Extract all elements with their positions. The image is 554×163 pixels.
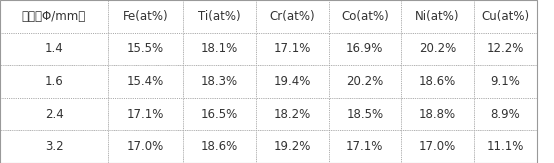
Text: 18.6%: 18.6% [201,140,238,153]
Bar [0,33,108,65]
Bar [108,65,183,98]
Text: 直径（Φ/mm）: 直径（Φ/mm） [22,10,86,23]
Text: 1.4: 1.4 [45,42,63,55]
Bar [183,65,256,98]
Text: Cu(at%): Cu(at%) [481,10,530,23]
Text: 11.1%: 11.1% [487,140,524,153]
Bar [401,98,474,130]
Text: 16.9%: 16.9% [346,42,383,55]
Bar [329,33,401,65]
Text: 20.2%: 20.2% [419,42,456,55]
Text: 18.8%: 18.8% [419,108,456,121]
Text: 18.3%: 18.3% [201,75,238,88]
Bar [329,98,401,130]
Text: 3.2: 3.2 [45,140,63,153]
Text: 18.5%: 18.5% [346,108,383,121]
Text: 15.4%: 15.4% [127,75,165,88]
Bar [108,130,183,163]
Text: Ti(at%): Ti(at%) [198,10,241,23]
Bar [183,33,256,65]
Bar [474,130,537,163]
Text: 16.5%: 16.5% [201,108,238,121]
Bar [0,130,108,163]
Bar [183,98,256,130]
Bar [256,0,329,33]
Bar [256,98,329,130]
Bar [329,65,401,98]
Text: 15.5%: 15.5% [127,42,165,55]
Bar [329,130,401,163]
Bar [108,0,183,33]
Text: 12.2%: 12.2% [487,42,524,55]
Bar [256,65,329,98]
Bar [0,0,108,33]
Text: Co(at%): Co(at%) [341,10,389,23]
Bar [108,33,183,65]
Bar [0,65,108,98]
Bar [401,130,474,163]
Text: 19.4%: 19.4% [274,75,311,88]
Bar [256,33,329,65]
Text: 2.4: 2.4 [45,108,63,121]
Bar [474,65,537,98]
Bar [256,130,329,163]
Bar [183,0,256,33]
Bar [329,0,401,33]
Bar [108,98,183,130]
Text: 17.1%: 17.1% [127,108,165,121]
Bar [183,130,256,163]
Bar [474,98,537,130]
Text: Fe(at%): Fe(at%) [123,10,168,23]
Text: Cr(at%): Cr(at%) [269,10,315,23]
Text: Ni(at%): Ni(at%) [415,10,460,23]
Text: 18.1%: 18.1% [201,42,238,55]
Bar [474,33,537,65]
Bar [0,98,108,130]
Text: 8.9%: 8.9% [491,108,520,121]
Text: 19.2%: 19.2% [274,140,311,153]
Text: 9.1%: 9.1% [491,75,520,88]
Bar [401,33,474,65]
Text: 17.1%: 17.1% [346,140,383,153]
Text: 1.6: 1.6 [45,75,63,88]
Text: 17.0%: 17.0% [127,140,165,153]
Text: 17.1%: 17.1% [274,42,311,55]
Bar [401,0,474,33]
Bar [474,0,537,33]
Text: 20.2%: 20.2% [346,75,383,88]
Bar [401,65,474,98]
Text: 17.0%: 17.0% [419,140,456,153]
Text: 18.2%: 18.2% [274,108,311,121]
Text: 18.6%: 18.6% [419,75,456,88]
